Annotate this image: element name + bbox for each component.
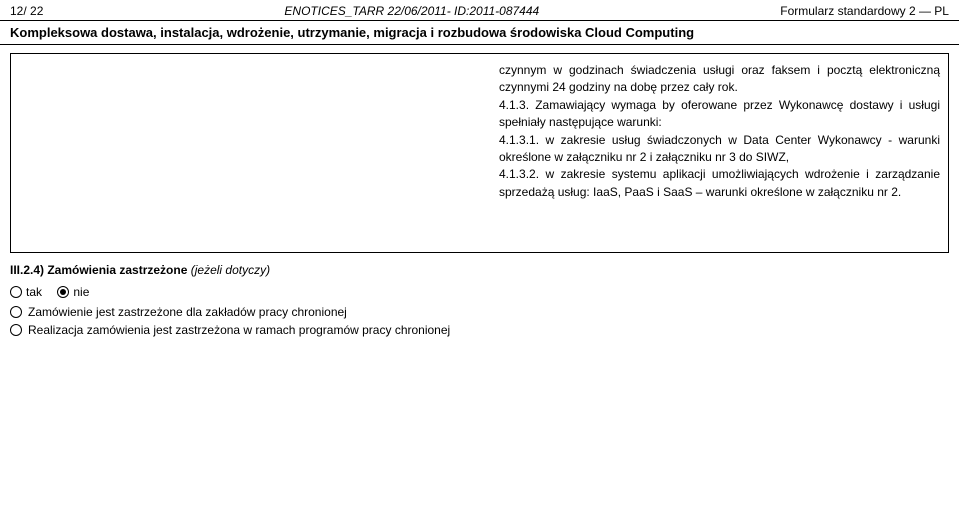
- section-heading: III.2.4) Zamówienia zastrzeżone (jeżeli …: [10, 263, 949, 277]
- option-yes[interactable]: tak: [10, 285, 42, 299]
- section-number: III.2.4) Zamówienia zastrzeżone: [10, 263, 187, 277]
- document-header: 12/ 22 ENOTICES_TARR 22/06/2011- ID:2011…: [0, 0, 959, 20]
- circle-icon: [10, 324, 22, 336]
- page-number: 12/ 22: [10, 4, 43, 18]
- bullet-item-2: Realizacja zamówienia jest zastrzeżona w…: [10, 323, 949, 337]
- yes-no-options: tak nie: [10, 285, 949, 301]
- content-text-block: czynnym w godzinach świadczenia usługi o…: [499, 62, 940, 201]
- form-type: Formularz standardowy 2 — PL: [780, 4, 949, 18]
- content-box: czynnym w godzinach świadczenia usługi o…: [10, 53, 949, 253]
- radio-icon: [10, 286, 22, 298]
- circle-icon: [10, 306, 22, 318]
- bullet-text-1: Zamówienie jest zastrzeżone dla zakładów…: [28, 305, 347, 319]
- option-no[interactable]: nie: [57, 285, 89, 299]
- document-title: Kompleksowa dostawa, instalacja, wdrożen…: [0, 20, 959, 45]
- section-suffix: (jeżeli dotyczy): [191, 263, 270, 277]
- document-id: ENOTICES_TARR 22/06/2011- ID:2011-087444: [284, 4, 539, 18]
- option-yes-label: tak: [26, 285, 42, 299]
- radio-filled-icon: [57, 286, 69, 298]
- bullet-item-1: Zamówienie jest zastrzeżone dla zakładów…: [10, 305, 949, 319]
- paragraph-3: 4.1.3.1. w zakresie usług świadczonych w…: [499, 132, 940, 167]
- paragraph-2: 4.1.3. Zamawiający wymaga by oferowane p…: [499, 97, 940, 132]
- paragraph-1: czynnym w godzinach świadczenia usługi o…: [499, 62, 940, 97]
- option-no-label: nie: [73, 285, 89, 299]
- paragraph-4: 4.1.3.2. w zakresie systemu aplikacji um…: [499, 166, 940, 201]
- bullet-text-2: Realizacja zamówienia jest zastrzeżona w…: [28, 323, 450, 337]
